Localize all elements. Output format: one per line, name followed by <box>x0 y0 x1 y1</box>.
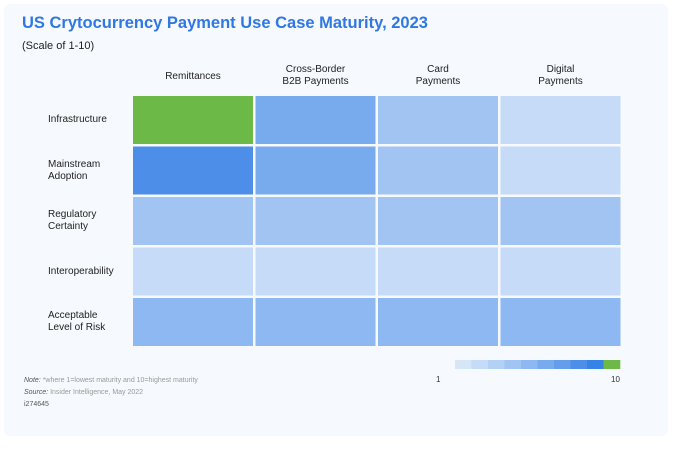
heatmap-cell <box>378 197 498 245</box>
heatmap-cell <box>378 247 498 296</box>
legend-min-label: 1 <box>436 375 441 384</box>
legend-max-label: 10 <box>611 375 620 384</box>
source-label: Source: <box>24 389 49 396</box>
heatmap-cell <box>500 197 621 245</box>
chart-title: US Crytocurrency Payment Use Case Maturi… <box>22 14 428 32</box>
source-text: Insider Intelligence, May 2022 <box>50 389 144 396</box>
heatmap-cell <box>378 146 498 195</box>
legend-swatch <box>603 360 621 369</box>
column-header: Cross-Border B2B Payments <box>282 64 349 87</box>
heatmap-cell <box>255 298 376 346</box>
heatmap-cell <box>500 96 621 144</box>
legend-swatch <box>570 360 588 369</box>
note-text: *where 1=lowest maturity and 10=highest … <box>42 377 198 384</box>
heatmap-cell <box>255 146 376 195</box>
heatmap-cell <box>255 197 376 245</box>
column-header: Digital Payments <box>538 64 583 87</box>
heatmap-cell <box>133 96 253 144</box>
heatmap-cell <box>255 247 376 296</box>
legend-swatch <box>455 360 472 369</box>
row-label: Mainstream Adoption <box>48 158 101 182</box>
heatmap-cell <box>133 197 253 245</box>
legend-swatch <box>537 360 555 369</box>
row-label: Interoperability <box>48 265 114 277</box>
legend-swatch <box>554 360 571 369</box>
chart-id: i274645 <box>24 401 49 408</box>
heatmap-cell <box>378 298 498 346</box>
row-label: Acceptable Level of Risk <box>48 310 106 333</box>
heatmap-cell <box>500 146 621 195</box>
heatmap-cell <box>133 146 253 195</box>
row-label: Regulatory Certainty <box>48 209 97 232</box>
legend-swatch <box>587 360 604 369</box>
footer-source: Source: Insider Intelligence, May 2022 <box>24 389 143 396</box>
column-header: Card Payments <box>415 64 461 87</box>
legend-swatch <box>521 360 538 369</box>
column-header: Remittances <box>165 71 221 82</box>
note-label: Note: <box>24 377 41 384</box>
heatmap-cell <box>133 247 253 296</box>
row-label: Infrastructure <box>48 114 107 125</box>
chart-subtitle: (Scale of 1-10) <box>22 40 95 52</box>
heatmap-cell <box>500 298 621 346</box>
footer-note: Note: *where 1=lowest maturity and 10=hi… <box>24 377 198 384</box>
heatmap-cell <box>378 96 498 144</box>
heatmap-cell <box>255 96 376 144</box>
heatmap-cell <box>500 247 621 296</box>
legend-swatch <box>471 360 489 369</box>
heatmap-cell <box>133 298 253 346</box>
legend-swatch <box>504 360 522 369</box>
legend-swatch <box>488 360 505 369</box>
